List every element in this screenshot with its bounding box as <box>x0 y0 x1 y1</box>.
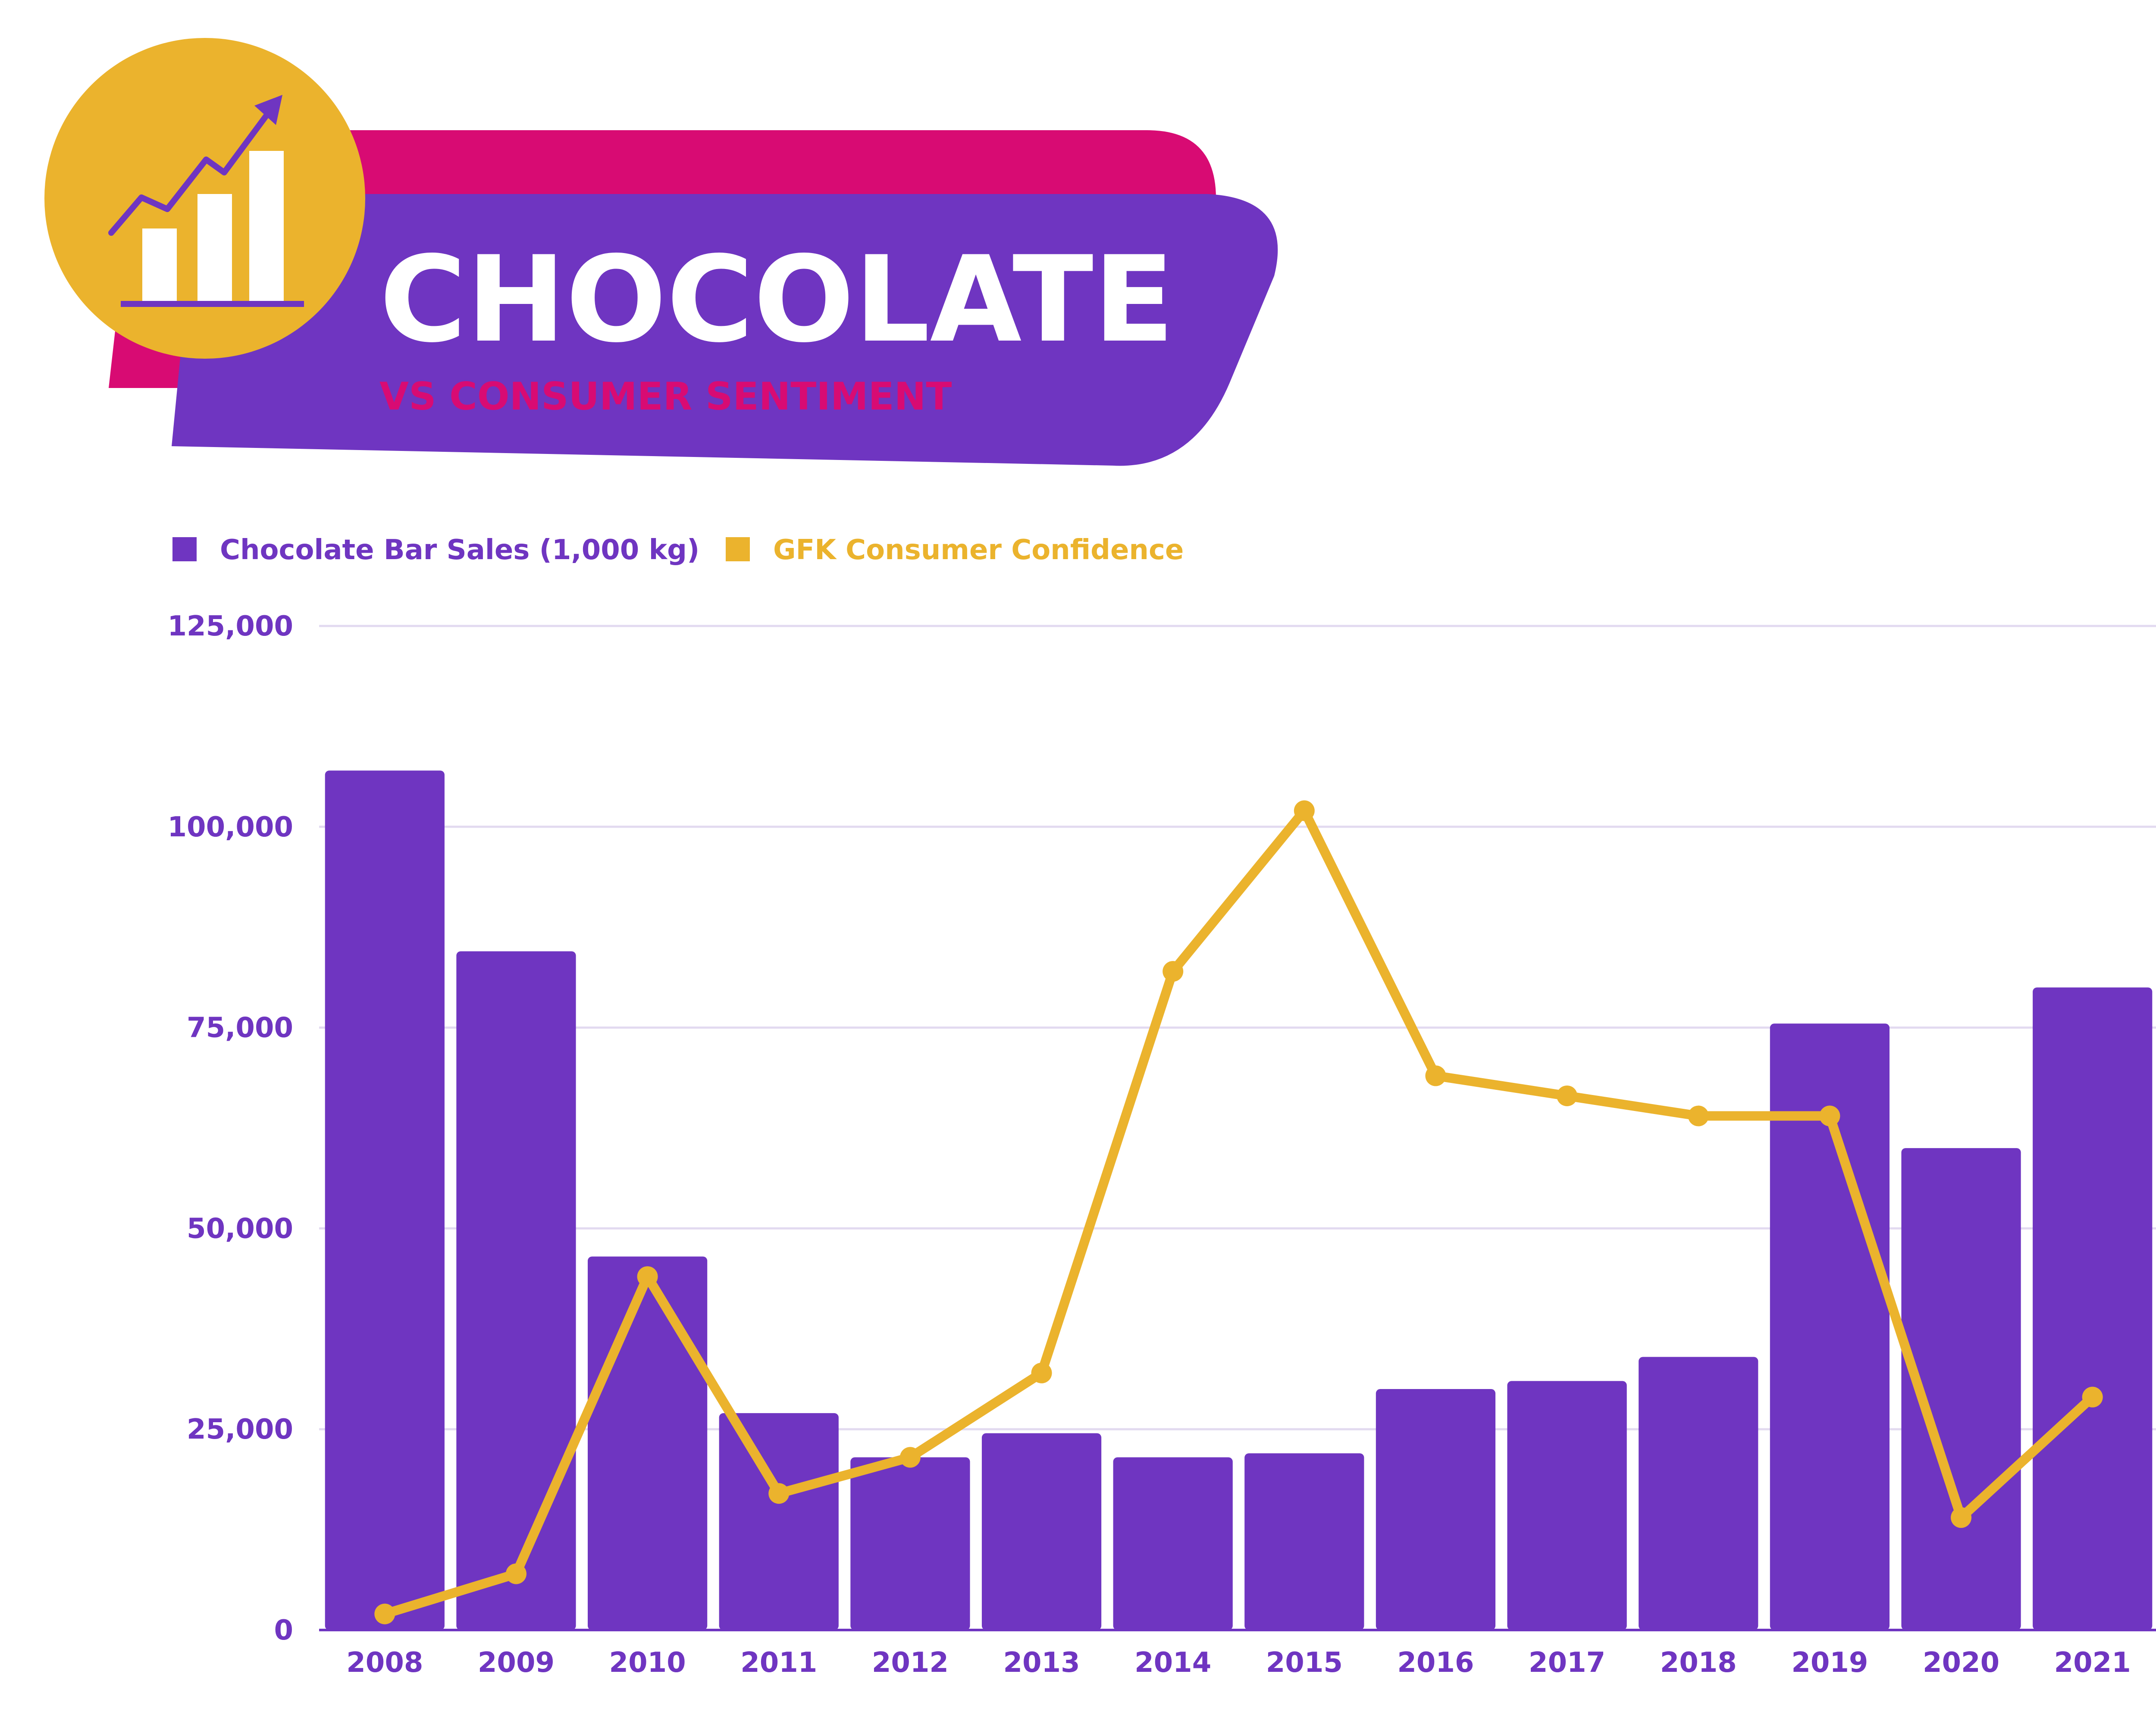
confidence-point <box>2082 1386 2103 1408</box>
confidence-point <box>1294 800 1315 821</box>
sales-bar <box>850 1457 970 1630</box>
x-tick-label: 2020 <box>1923 1647 1999 1679</box>
confidence-point <box>637 1266 658 1287</box>
sales-bar <box>325 770 445 1630</box>
y-tick-label: 25,000 <box>187 1414 293 1446</box>
sales-bar <box>1376 1389 1496 1630</box>
sales-bar <box>981 1433 1102 1630</box>
page-subtitle: VS CONSUMER SENTIMENT <box>379 374 952 419</box>
confidence-point <box>505 1563 526 1584</box>
y-tick-label: 50,000 <box>187 1213 293 1245</box>
confidence-line-series <box>374 800 2103 1624</box>
x-tick-label: 2017 <box>1529 1647 1605 1679</box>
icon-arrow-head <box>254 95 282 125</box>
legend: Chocolate Bar Sales (1,000 kg) GFK Consu… <box>172 534 1184 566</box>
confidence-point <box>1688 1105 1709 1126</box>
sales-bar <box>719 1413 839 1630</box>
legend-swatch-sales <box>172 537 197 561</box>
x-axis-ticks: 2008 2009 2010 2011 2012 2013 2014 2015 2016 2017… <box>346 1647 2131 1679</box>
confidence-point <box>1951 1507 1972 1528</box>
x-tick-label: 2021 <box>2054 1647 2131 1679</box>
y-tick-label: 75,000 <box>187 1012 293 1044</box>
bars <box>325 770 2153 1630</box>
growth-chart-icon <box>44 38 365 359</box>
sales-bar <box>1113 1457 1233 1630</box>
confidence-point <box>1163 961 1184 982</box>
sales-bar <box>1770 1023 1890 1630</box>
legend-swatch-confidence <box>726 537 750 561</box>
page-title: CHOCOLATE <box>379 231 1175 369</box>
sales-bar <box>1244 1453 1364 1630</box>
x-tick-label: 2012 <box>872 1647 949 1679</box>
legend-label-confidence: GFK Consumer Confidence <box>773 534 1184 566</box>
sales-bar <box>1507 1381 1627 1630</box>
x-tick-label: 2013 <box>1003 1647 1080 1679</box>
confidence-point <box>1819 1105 1840 1126</box>
icon-bar-1 <box>142 228 177 302</box>
confidence-point <box>1425 1065 1446 1086</box>
sales-bar <box>1639 1357 1758 1630</box>
sales-bar <box>1901 1148 2021 1630</box>
y-tick-label: 125,000 <box>168 610 294 642</box>
y-tick-label: 0 <box>274 1614 293 1646</box>
y-axis-ticks: 0 25,000 50,000 75,000 100,000 125,000 <box>168 610 294 1646</box>
sales-bar <box>587 1256 708 1630</box>
banner-front-shape <box>172 194 1278 466</box>
x-tick-label: 2009 <box>478 1647 555 1679</box>
header-banner: CHOCOLATE VS CONSUMER SENTIMENT <box>109 130 1278 466</box>
x-tick-label: 2011 <box>740 1647 817 1679</box>
icon-trend-line <box>108 100 279 236</box>
x-tick-label: 2010 <box>609 1647 686 1679</box>
confidence-point <box>899 1447 921 1468</box>
icon-bar-3 <box>249 151 284 302</box>
x-tick-label: 2019 <box>1791 1647 1868 1679</box>
x-tick-label: 2018 <box>1660 1647 1737 1679</box>
confidence-point <box>1557 1085 1578 1106</box>
confidence-point <box>1031 1362 1052 1383</box>
confidence-point <box>374 1603 395 1624</box>
x-tick-label: 2016 <box>1397 1647 1474 1679</box>
y-tick-label: 100,000 <box>168 811 294 843</box>
sales-bar <box>2033 987 2153 1630</box>
confidence-line <box>380 806 2097 1619</box>
legend-label-sales: Chocolate Bar Sales (1,000 kg) <box>220 534 699 566</box>
icon-bar-2 <box>197 194 232 302</box>
x-tick-label: 2008 <box>346 1647 423 1679</box>
x-tick-label: 2014 <box>1134 1647 1211 1679</box>
sales-bar <box>456 951 576 1630</box>
x-tick-label: 2015 <box>1266 1647 1343 1679</box>
confidence-point <box>768 1483 790 1504</box>
